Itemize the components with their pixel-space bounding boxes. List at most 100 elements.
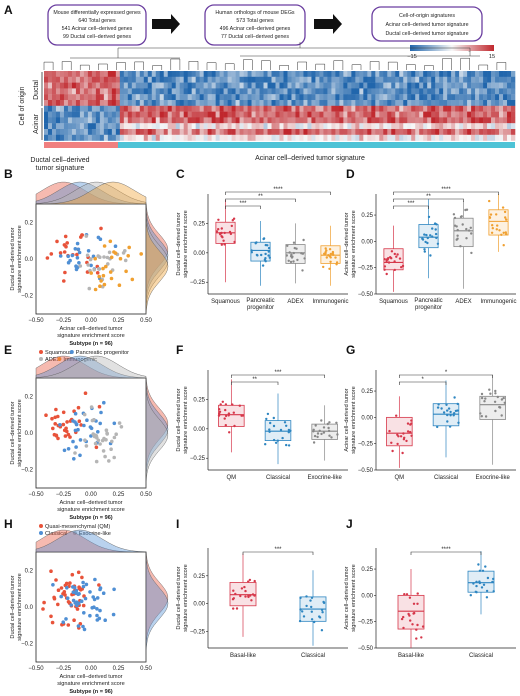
jitter-point [488,388,491,391]
y-axis-label: signature enrichment score [183,564,189,631]
heatmap-cell [59,117,65,124]
heatmap-cell [147,88,153,95]
scatter-point [61,410,66,415]
jitter-point [288,251,291,254]
heatmap-cell [79,76,85,83]
heatmap-cell [347,117,352,124]
heatmap-cell [475,88,480,95]
heatmap-cell [427,134,432,141]
heatmap-cell [243,71,248,77]
heatmap-cell [171,82,177,89]
heatmap-cell [335,117,340,124]
jitter-point [399,435,403,438]
heatmap-cell [115,105,121,112]
heatmap-cell [139,82,145,89]
heatmap-cell [363,100,368,106]
heatmap-cell [511,123,516,130]
heatmap-cell [215,88,220,95]
heatmap-cell [327,76,332,83]
heatmap-cell [435,88,440,95]
heatmap-cell [251,117,256,124]
jitter-point [266,412,270,416]
heatmap-cell [475,100,480,106]
scatter-point [117,283,122,288]
heatmap-cell [91,82,97,89]
jitter-point [456,402,459,406]
heatmap-cell [339,117,344,124]
heatmap-cell [183,111,188,118]
heatmap-cell [307,117,312,124]
heatmap-cell [411,71,416,77]
scatter-point [78,438,83,442]
heatmap-cell [147,94,153,101]
heatmap-cell [335,94,340,101]
heatmap-cell [419,111,424,118]
scatter-point [98,284,102,289]
heatmap-cell [51,134,57,141]
heatmap-cell [191,76,196,83]
heatmap-cell [127,100,133,106]
heatmap-cell [459,82,464,89]
heatmap-cell [415,105,420,112]
heatmap-cell [315,100,320,106]
heatmap-cell [271,111,276,118]
jitter-point [484,397,487,400]
heatmap-cell [263,94,268,101]
jitter-point [453,396,456,399]
jitter-point [501,206,505,209]
jitter-point [406,430,410,433]
jitter-point [391,449,394,453]
heatmap-cell [135,82,141,89]
heatmap-cell [335,71,340,77]
heatmap-cell [203,88,208,95]
heatmap-cell [219,88,224,95]
significance-label: * [445,370,448,376]
heatmap-cell [415,82,420,89]
scatter-point [78,453,82,458]
jitter-point [299,596,302,600]
heatmap-cell [491,123,496,130]
legend-tick-high: 15 [489,54,495,60]
heatmap-cell [287,100,292,106]
heatmap-cell [427,94,432,101]
heatmap-cell [311,82,316,89]
heatmap-cell [431,111,436,118]
heatmap-cell [483,76,488,83]
heatmap-cell [419,76,424,83]
heatmap-cell [343,105,348,112]
jitter-point [470,232,473,235]
jitter-point [224,414,228,418]
heatmap-cell [147,123,153,130]
jitter-point [442,411,446,414]
heatmap-cell [199,82,204,89]
heatmap-cell [251,76,256,83]
heatmap-cell [107,123,113,130]
legend-title: Subtype (n = 96) [69,341,112,347]
heatmap-cell [163,100,169,106]
heatmap-cell [251,123,256,130]
scatter-point [103,454,107,459]
heatmap-cell [359,94,364,101]
jitter-point [423,248,426,251]
heatmap-cell [44,134,49,141]
heatmap-cell [311,129,316,135]
heatmap-cell [171,123,177,130]
heatmap-cell [475,105,480,112]
heatmap-cell [439,88,444,95]
jitter-point [324,247,327,250]
heatmap-cell [239,117,244,124]
heatmap-cell [443,105,448,112]
heatmap-cell [63,94,69,101]
heatmap-cell [75,94,81,101]
jitter-point [255,253,259,257]
heatmap-cell [115,71,121,77]
x-tick-label: Squamous [379,299,408,305]
heatmap-cell [179,134,184,141]
heatmap-cell [175,76,181,83]
scatter-point [88,590,92,594]
jitter-point [459,245,462,248]
jitter-point [320,629,324,632]
jitter-point [287,428,291,432]
heatmap-cell [143,82,149,89]
heatmap-cell [351,100,356,106]
